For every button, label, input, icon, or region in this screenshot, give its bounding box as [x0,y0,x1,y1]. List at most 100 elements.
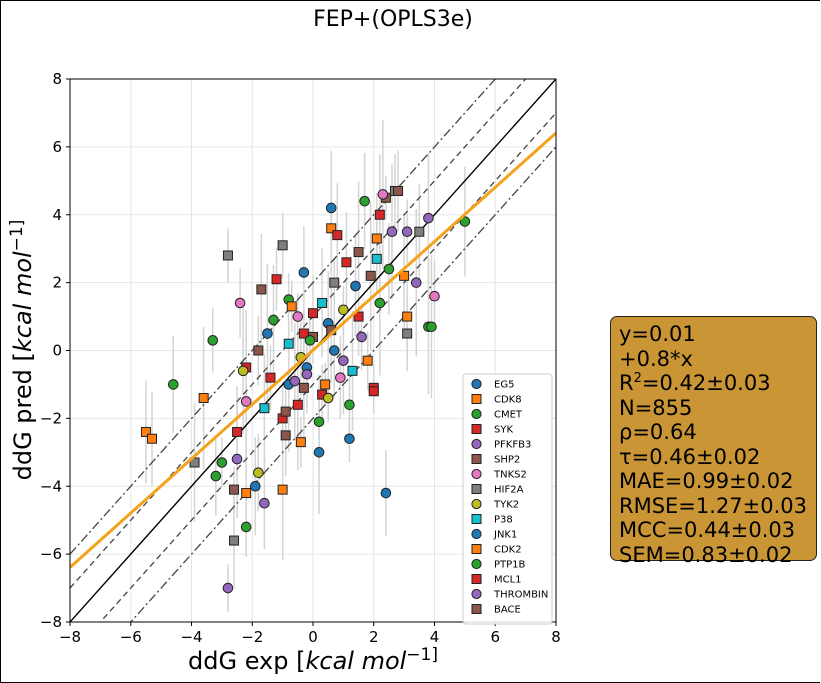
point-bace [253,345,264,356]
point-mcl1 [265,372,276,383]
point-tnks2 [292,311,304,322]
plot-area [70,79,556,622]
point-eg5 [262,328,273,339]
y-axis-label: ddG pred [kcal mol−1] [7,220,37,481]
point-cdk8 [241,488,252,499]
point-cdk8 [198,393,209,404]
point-cmet [167,379,179,390]
y-tick-label: 4 [52,206,62,224]
point-pfkfb3 [222,582,234,594]
legend-marker-mcl1 [471,574,482,584]
legend-marker-p38 [471,514,482,524]
point-cdk8 [147,433,158,444]
point-shp2 [353,247,364,258]
y-tick-label: −2 [40,409,62,427]
dashed-bound-line [99,112,556,622]
legend-label-syk: SYK [494,425,513,436]
legend-marker-eg5 [471,378,482,390]
point-eg5 [344,433,355,445]
point-cdk8 [326,223,337,234]
x-tick-label: 6 [490,628,500,646]
point-pfkfb3 [338,355,349,366]
point-mcl1 [308,308,318,319]
point-hif2a [229,535,240,546]
point-cdk2 [399,270,410,281]
dashdot-bound-line [129,146,556,622]
point-jnk1 [350,280,361,292]
point-mcl1 [341,257,352,268]
point-eg5 [298,267,310,278]
spearman-rho: ρ=0.64 [619,420,697,444]
y-tick-label: −6 [40,545,62,563]
point-hif2a [402,328,413,339]
fit-slope: +0.8*x [619,346,693,371]
point-cmet [383,263,395,275]
legend-marker-tyk2 [471,498,482,510]
legend-marker-syk [471,424,482,434]
point-cmet [207,335,219,346]
y-tick-label: 0 [52,342,62,360]
legend-marker-hif2a [471,484,482,494]
legend-marker-pfkfb3 [471,438,482,450]
legend-label-pfkfb3: PFKFB3 [494,440,531,451]
point-thrombin [356,331,367,343]
point-cdk2 [320,379,331,390]
legend-marker-cdk2 [471,544,482,554]
point-pfkfb3 [423,212,434,224]
kendall-tau: τ=0.46±0.02 [619,444,761,469]
point-tyk2 [322,392,334,404]
legend-label-cmet: CMET [494,410,523,421]
point-tnks2 [234,297,246,309]
point-bace [393,185,404,196]
point-ptp1b [268,314,279,326]
point-pfkfb3 [386,226,398,238]
point-p38 [283,338,294,349]
point-cmet [459,216,471,227]
y-tick-label: 6 [52,138,62,156]
mae-value: MAE=0.99±0.02 [619,469,794,493]
x-tick-label: −4 [180,628,202,646]
point-cdk2 [277,484,288,495]
point-ptp1b [216,457,228,468]
chart-title: FEP+(OPLS3e) [313,7,473,32]
legend-label-p38: P38 [494,515,513,526]
point-hif2a [222,250,233,261]
point-mcl1 [292,399,303,410]
point-bace [298,382,309,393]
point-ptp1b [426,321,437,333]
legend-marker-shp2 [471,454,482,464]
sem-value: SEM=0.83±0.02 [619,542,793,567]
point-tnks2 [335,372,346,383]
point-cdk8 [371,233,382,244]
legend-marker-jnk1 [471,528,482,540]
fit-intercept: y=0.01 [619,322,696,346]
statistics-box: y=0.01 +0.8*x R2=0.42±0.03 N=855 ρ=0.64 … [610,316,817,567]
point-syk [374,209,385,220]
point-cmet [344,399,355,411]
point-p38 [347,365,358,376]
point-cmet [210,470,222,482]
legend [462,373,553,625]
point-cdk8 [362,355,373,366]
legend-label-jnk1: JNK1 [493,530,517,541]
point-bace [280,430,291,441]
point-pfkfb3 [259,497,270,509]
point-tnks2 [429,290,440,302]
point-syk [353,311,364,322]
point-bace [365,270,376,281]
point-hif2a [277,240,288,251]
point-cdk8 [402,311,413,322]
legend-label-mcl1: MCL1 [494,575,522,586]
fit-line [70,131,556,569]
point-tnks2 [377,189,389,200]
legend-label-ptp1b: PTP1B [494,560,526,571]
point-p38 [317,297,328,308]
legend-label-eg5: EG5 [494,380,514,391]
point-mcl1 [368,386,379,397]
mcc-value: MCC=0.44±0.03 [619,518,796,542]
point-ptp1b [374,297,386,309]
point-cmet [359,195,370,207]
y-tick-label: −8 [40,613,62,631]
legend-label-tnks2: TNKS2 [493,470,527,481]
